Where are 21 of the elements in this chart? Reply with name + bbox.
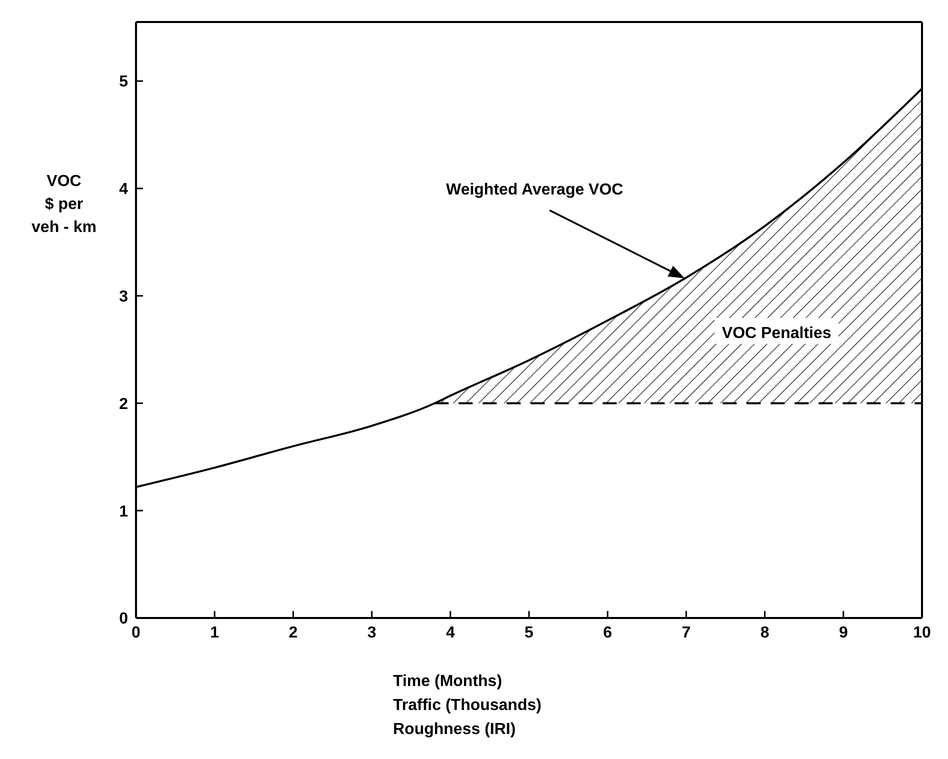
annotation: VOC Penalties bbox=[722, 324, 832, 342]
y-tick-label: 4 bbox=[119, 181, 128, 198]
y-tick-label: 1 bbox=[119, 503, 128, 520]
x-tick-label: 10 bbox=[913, 624, 931, 642]
x-tick-label: 4 bbox=[446, 624, 455, 642]
y-tick-label: 5 bbox=[119, 74, 128, 91]
x-tick-label: 9 bbox=[838, 624, 848, 642]
x-axis-title: Time (Months) Traffic (Thousands) Roughness (IRI) bbox=[393, 673, 542, 738]
y-tick-label: 3 bbox=[119, 288, 128, 306]
x-tick-label: 5 bbox=[524, 624, 534, 642]
x-tick-label: 2 bbox=[288, 624, 298, 642]
annotation: Weighted Average VOC bbox=[446, 181, 624, 198]
y-axis-title: VOC $ per veh - km bbox=[32, 173, 96, 236]
y-tick-label: 0 bbox=[119, 610, 128, 628]
x-tick-label: 6 bbox=[603, 624, 612, 642]
x-tick-label: 1 bbox=[210, 624, 220, 642]
x-tick-label: 7 bbox=[682, 624, 691, 642]
x-tick-label: 8 bbox=[760, 624, 770, 642]
y-tick-label: 2 bbox=[119, 396, 128, 413]
x-tick-label: 0 bbox=[132, 624, 141, 642]
x-tick-label: 3 bbox=[367, 624, 376, 642]
